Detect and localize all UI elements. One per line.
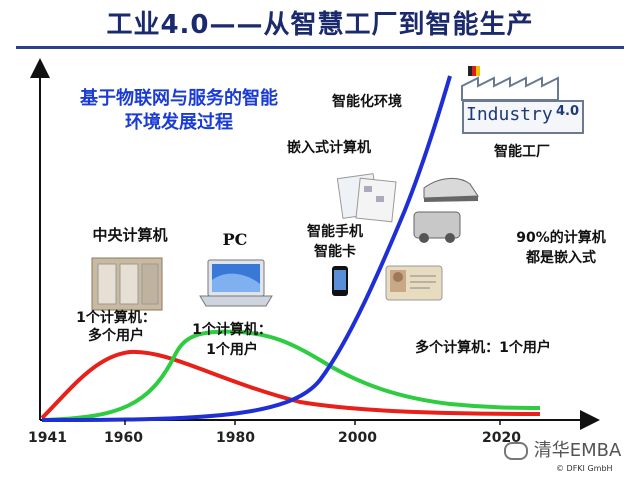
label-intelligent-env: 智能化环境 [332,94,402,110]
green-curve-pc [41,329,541,422]
laptop-image [199,259,273,307]
subtitle-line2: 环境发展过程 [125,112,233,133]
page-title: 工业4.0——从智慧工厂到智能生产 [106,10,534,40]
wechat-icon [504,442,528,460]
red-curve-mainframe [40,349,541,420]
copyright: © DFKI GmbH [556,464,613,473]
smartphone-image [332,266,348,296]
label-one-many-line2: 多个用户 [88,328,144,344]
id-card-image [385,265,443,301]
tick-2000: 2000 [338,430,377,446]
wechat-watermark: 清华EMBA [504,436,621,462]
label-mainframe: 中央计算机 [92,226,168,244]
label-one-one-line2: 1个用户 [206,342,258,358]
tick-1941: 1941 [28,430,67,446]
blue-curve-embedded [41,75,452,422]
label-smart-factory: 智能工厂 [494,144,550,160]
documents-image [336,173,397,223]
label-one-one-line1: 1个计算机： [192,322,272,338]
label-smartphone-line1: 智能手机 [307,224,363,240]
label-smartphone-line2: 智能卡 [314,244,356,260]
label-many-one: 多个计算机：1个用户 [415,340,551,356]
robot-image [413,211,461,243]
label-embedded90-line1: 90%的计算机 [516,230,606,246]
title-underline [16,46,624,49]
subtitle-line1: 基于物联网与服务的智能 [80,88,278,109]
mainframe-image [91,257,163,311]
tick-1960: 1960 [104,430,143,446]
label-one-many-line1: 1个计算机： [76,310,156,326]
label-embedded90-line2: 都是嵌入式 [526,250,596,266]
wechat-account: 清华EMBA [533,440,622,461]
industry-logo-text: Industry [466,104,553,125]
factory-logo-image [461,66,559,101]
label-embedded-computer: 嵌入式计算机 [287,140,371,156]
sneaker-image [423,178,479,202]
industry-logo-box [462,100,584,134]
label-pc: PC [222,230,248,249]
industry-logo-version: 4.0 [556,104,580,119]
tick-1980: 1980 [216,430,255,446]
